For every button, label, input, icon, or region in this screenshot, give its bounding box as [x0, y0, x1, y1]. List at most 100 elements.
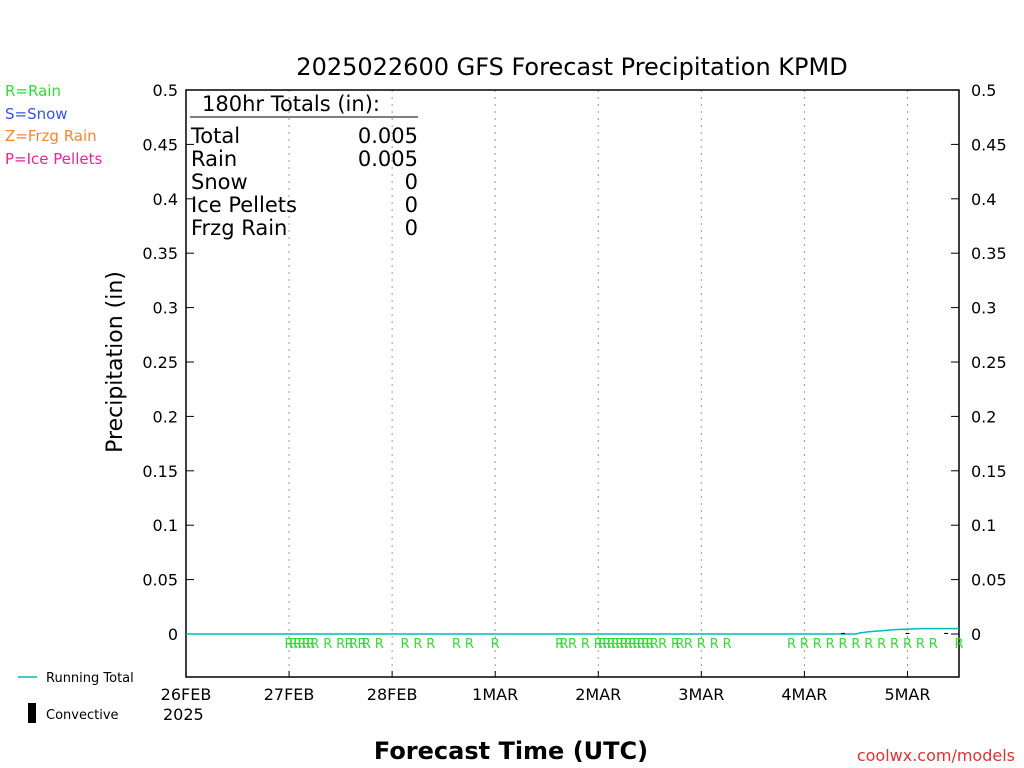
rain-marker: R — [400, 637, 409, 652]
rain-marker: R — [293, 637, 302, 652]
rain-marker: R — [555, 637, 564, 652]
rain-marker: R — [611, 637, 620, 652]
y-tick-label-right: 0.3 — [971, 299, 996, 318]
precip-type-legend: R=Rain S=Snow Z=Frzg Rain P=Ice Pellets — [5, 82, 102, 168]
rain-marker: R — [916, 637, 925, 652]
rain-marker: R — [289, 637, 298, 652]
rain-marker: R — [602, 637, 611, 652]
rain-marker: R — [954, 637, 963, 652]
rain-marker: R — [285, 637, 294, 652]
rain-marker: R — [306, 637, 315, 652]
totals-row-value: 0 — [405, 216, 418, 240]
rain-marker: R — [358, 637, 367, 652]
totals-row-name: Frzg Rain — [191, 216, 287, 240]
y-tick-label-right: 0.45 — [971, 135, 1007, 154]
x-tick-label: 1MAR — [472, 685, 518, 704]
totals-row-value: 0 — [405, 193, 418, 217]
rain-marker: R — [362, 637, 371, 652]
rain-marker: R — [581, 637, 590, 652]
rain-marker: R — [658, 637, 667, 652]
y-tick-label-right: 0.05 — [971, 571, 1007, 590]
y-tick-label-left: 0.25 — [142, 353, 178, 372]
y-tick-label-left: 0.05 — [142, 571, 178, 590]
rain-marker: R — [323, 637, 332, 652]
rain-marker: R — [723, 637, 732, 652]
rain-marker: R — [864, 637, 873, 652]
rain-marker: R — [598, 637, 607, 652]
running-total-series — [186, 627, 959, 635]
rain-marker: R — [903, 637, 912, 652]
x-tick-label: 5MAR — [884, 685, 930, 704]
x-tick-label: 3MAR — [678, 685, 724, 704]
rain-marker: R — [787, 637, 796, 652]
y-tick-label-right: 0.25 — [971, 353, 1007, 372]
y-tick-label-right: 0.4 — [971, 190, 996, 209]
rain-marker: R — [929, 637, 938, 652]
rain-marker: R — [637, 637, 646, 652]
rain-marker: R — [684, 637, 693, 652]
rain-marker: R — [310, 637, 319, 652]
totals-row-name: Snow — [191, 170, 248, 194]
rain-marker: R — [345, 637, 354, 652]
totals-heading: 180hr Totals (in): — [202, 92, 380, 116]
rain-marker: R — [375, 637, 384, 652]
y-tick-label-left: 0.3 — [153, 299, 178, 318]
y-tick-label-right: 0 — [971, 625, 981, 644]
rain-marker: R — [568, 637, 577, 652]
rain-marker: R — [336, 637, 345, 652]
rain-marker: R — [628, 637, 637, 652]
y-tick-label-left: 0.1 — [153, 516, 178, 535]
y-tick-label-right: 0.35 — [971, 244, 1007, 263]
rain-marker: R — [641, 637, 650, 652]
rain-marker: R — [413, 637, 422, 652]
y-axis-label: Precipitation (in) — [103, 271, 128, 453]
totals-row-value: 0 — [405, 170, 418, 194]
rain-marker: R — [452, 637, 461, 652]
rain-marker: R — [697, 637, 706, 652]
y-tick-label-right: 0.1 — [971, 516, 996, 535]
legend-snow: S=Snow — [5, 105, 68, 123]
plot-frame — [185, 89, 960, 678]
y-tick-label-right: 0.15 — [971, 462, 1007, 481]
y-tick-label-left: 0.5 — [153, 81, 178, 100]
convective-legend-label: Convective — [46, 708, 119, 723]
rain-marker: R — [890, 637, 899, 652]
legend-rain: R=Rain — [5, 82, 61, 100]
rain-marker: R — [349, 637, 358, 652]
x-tick-label: 2MAR — [575, 685, 621, 704]
totals-box: 180hr Totals (in): Total 0.005 Rain 0.005 Sn… — [190, 92, 418, 240]
rain-marker: R — [559, 637, 568, 652]
rain-marker: R — [645, 637, 654, 652]
rain-marker: R — [607, 637, 616, 652]
running-total-line — [186, 627, 959, 635]
convective-bars — [841, 632, 949, 634]
rain-marker: R — [877, 637, 886, 652]
rain-marker: R — [615, 637, 624, 652]
rain-marker: R — [710, 637, 719, 652]
rain-marker: R — [297, 637, 306, 652]
totals-row-name: Total — [190, 124, 240, 148]
line-legend: Running Total Convective — [18, 671, 134, 723]
rain-marker: R — [813, 637, 822, 652]
y-tick-label-right: 0.5 — [971, 81, 996, 100]
x-axis-ticks: 26FEB 27FEB 28FEB 1MAR 2MAR 3MAR 4MAR 5MAR — [161, 671, 930, 704]
y-axis-ticks: 0 00.05 0.050.1 0.10.15 0.150.2 0.20.25 0.250.… — [142, 81, 1006, 644]
rain-marker: R — [426, 637, 435, 652]
rain-marker: R — [826, 637, 835, 652]
x-tick-label: 26FEB — [161, 685, 212, 704]
totals-rows: Total 0.005 Rain 0.005 Snow 0 Ice Pellets 0 Frzg… — [190, 124, 418, 240]
rain-marker: R — [594, 637, 603, 652]
y-tick-label-left: 0 — [168, 625, 178, 644]
rain-marker: R — [620, 637, 629, 652]
totals-row-name: Rain — [191, 147, 237, 171]
rain-marker: R — [675, 637, 684, 652]
rain-marker: R — [624, 637, 633, 652]
convective-swatch — [28, 703, 36, 723]
convective-bar — [944, 632, 949, 634]
x-tick-label: 27FEB — [264, 685, 315, 704]
totals-row-value: 0.005 — [358, 124, 418, 148]
y-tick-label-left: 0.35 — [142, 244, 178, 263]
y-tick-label-left: 0.45 — [142, 135, 178, 154]
running-total-legend-label: Running Total — [46, 671, 134, 686]
